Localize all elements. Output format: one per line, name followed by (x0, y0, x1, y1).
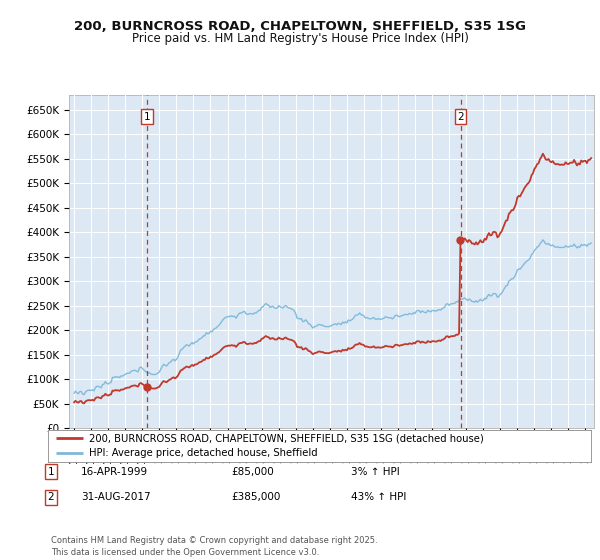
Text: 2: 2 (457, 112, 464, 122)
Text: 43% ↑ HPI: 43% ↑ HPI (351, 492, 406, 502)
Text: 3% ↑ HPI: 3% ↑ HPI (351, 466, 400, 477)
Text: 2: 2 (47, 492, 55, 502)
Text: 1: 1 (144, 112, 151, 122)
Text: HPI: Average price, detached house, Sheffield: HPI: Average price, detached house, Shef… (89, 448, 317, 458)
Text: 1: 1 (47, 466, 55, 477)
Text: Contains HM Land Registry data © Crown copyright and database right 2025.
This d: Contains HM Land Registry data © Crown c… (51, 536, 377, 557)
Text: £85,000: £85,000 (231, 466, 274, 477)
Text: 31-AUG-2017: 31-AUG-2017 (81, 492, 151, 502)
Text: 16-APR-1999: 16-APR-1999 (81, 466, 148, 477)
Text: Price paid vs. HM Land Registry's House Price Index (HPI): Price paid vs. HM Land Registry's House … (131, 32, 469, 45)
Text: £385,000: £385,000 (231, 492, 280, 502)
Text: 200, BURNCROSS ROAD, CHAPELTOWN, SHEFFIELD, S35 1SG (detached house): 200, BURNCROSS ROAD, CHAPELTOWN, SHEFFIE… (89, 433, 484, 444)
Text: 200, BURNCROSS ROAD, CHAPELTOWN, SHEFFIELD, S35 1SG: 200, BURNCROSS ROAD, CHAPELTOWN, SHEFFIE… (74, 20, 526, 32)
